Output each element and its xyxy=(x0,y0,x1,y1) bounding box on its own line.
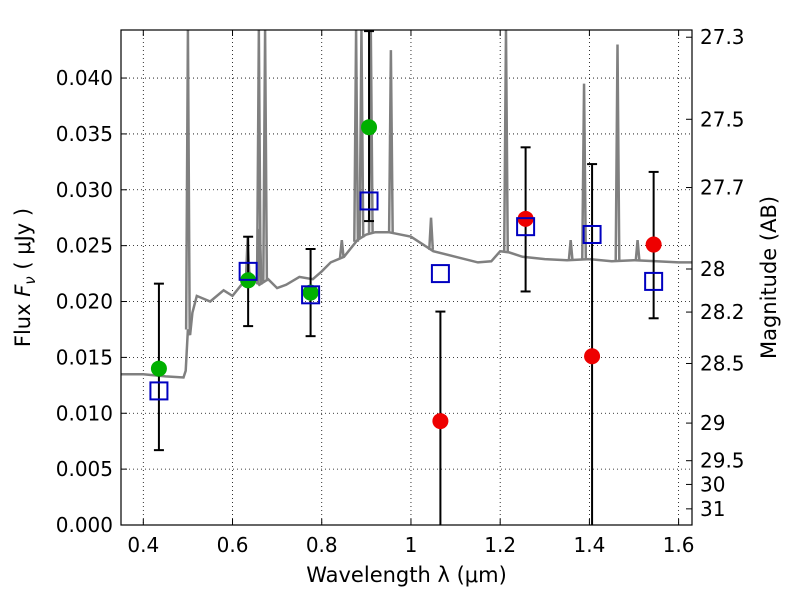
model-spectrum-line xyxy=(121,230,692,379)
y-tick-label: 0.015 xyxy=(56,345,113,369)
emission-line xyxy=(353,30,360,242)
emission-line xyxy=(256,228,263,285)
y2-tick-label: 28 xyxy=(700,257,725,281)
y-axis-title-sub: ν xyxy=(21,276,39,284)
y2-tick-label: 31 xyxy=(700,497,725,521)
emission-line xyxy=(338,239,345,258)
emission-line xyxy=(184,30,191,330)
data-point-series-1 xyxy=(645,236,662,253)
data-point-series-2 xyxy=(301,285,321,305)
y2-tick-label: 27.7 xyxy=(700,176,745,200)
x-tick-label: 1 xyxy=(405,533,418,557)
data-point-series-0 xyxy=(150,360,167,377)
emission-line xyxy=(634,239,641,261)
y2-tick-label: 28.2 xyxy=(700,300,745,324)
data-point-series-1 xyxy=(432,413,449,430)
emission-line xyxy=(502,30,510,252)
x-axis-title: Wavelength λ (μm) xyxy=(306,563,507,587)
y-axis-title: Flux Fν ( μJy ) xyxy=(11,208,39,347)
plot-area xyxy=(121,30,692,525)
y2-tick-label: 27.5 xyxy=(700,107,745,131)
y-tick-label: 0.005 xyxy=(56,457,113,481)
y-axis-title-var: F xyxy=(11,284,35,297)
emission-line xyxy=(358,30,365,238)
y-tick-label: 0.035 xyxy=(56,122,113,146)
y-tick-label: 0.010 xyxy=(56,401,113,425)
x-tick-label: 1.2 xyxy=(484,533,516,557)
data-point-series-1 xyxy=(584,348,601,365)
emission-line xyxy=(255,30,262,285)
emission-line xyxy=(581,83,588,260)
y2-tick-label: 29.5 xyxy=(700,449,745,473)
data-point-series-2 xyxy=(582,224,602,244)
y-axis-title-unit: ( μJy ) xyxy=(11,208,35,276)
x-tick-label: 1.4 xyxy=(573,533,605,557)
data-point-series-2 xyxy=(430,264,450,284)
plot-frame xyxy=(120,29,693,526)
x-tick-label: 0.6 xyxy=(217,533,249,557)
grid-lines xyxy=(121,30,692,525)
y2-axis-title: Magnitude (AB) xyxy=(757,196,781,359)
emission-line xyxy=(614,44,621,262)
y2-tick-label: 28.5 xyxy=(700,351,745,375)
emission-line xyxy=(567,239,574,261)
data-point-series-2 xyxy=(516,217,536,237)
x-tick-label: 1.6 xyxy=(663,533,695,557)
y-tick-label: 0.020 xyxy=(56,290,113,314)
emission-line xyxy=(387,50,394,233)
y2-tick-label: 29 xyxy=(700,411,725,435)
y-tick-label: 0.040 xyxy=(56,66,113,90)
y2-tick-label: 27.3 xyxy=(700,25,745,49)
data-point-series-2 xyxy=(359,191,379,211)
y-tick-label: 0.000 xyxy=(56,513,113,537)
y-tick-label: 0.025 xyxy=(56,234,113,258)
data-point-series-0 xyxy=(361,119,378,136)
y-axis-title-prefix: Flux xyxy=(11,297,35,347)
data-point-series-0 xyxy=(302,284,319,301)
y2-tick-label: 30 xyxy=(700,472,725,496)
y-tick-label: 0.030 xyxy=(56,178,113,202)
axes: 0.4 0.6 0.8 1 1.2 1.4 1.6 0.000 0.005 0.010 0.015 0… xyxy=(56,25,745,557)
x-tick-label: 0.4 xyxy=(127,533,159,557)
emission-line xyxy=(262,30,269,282)
x-tick-label: 0.8 xyxy=(306,533,338,557)
emission-line xyxy=(428,217,435,250)
data-point-series-2 xyxy=(238,261,258,281)
data-point-series-2 xyxy=(644,271,664,291)
data-point-series-2 xyxy=(149,381,169,401)
